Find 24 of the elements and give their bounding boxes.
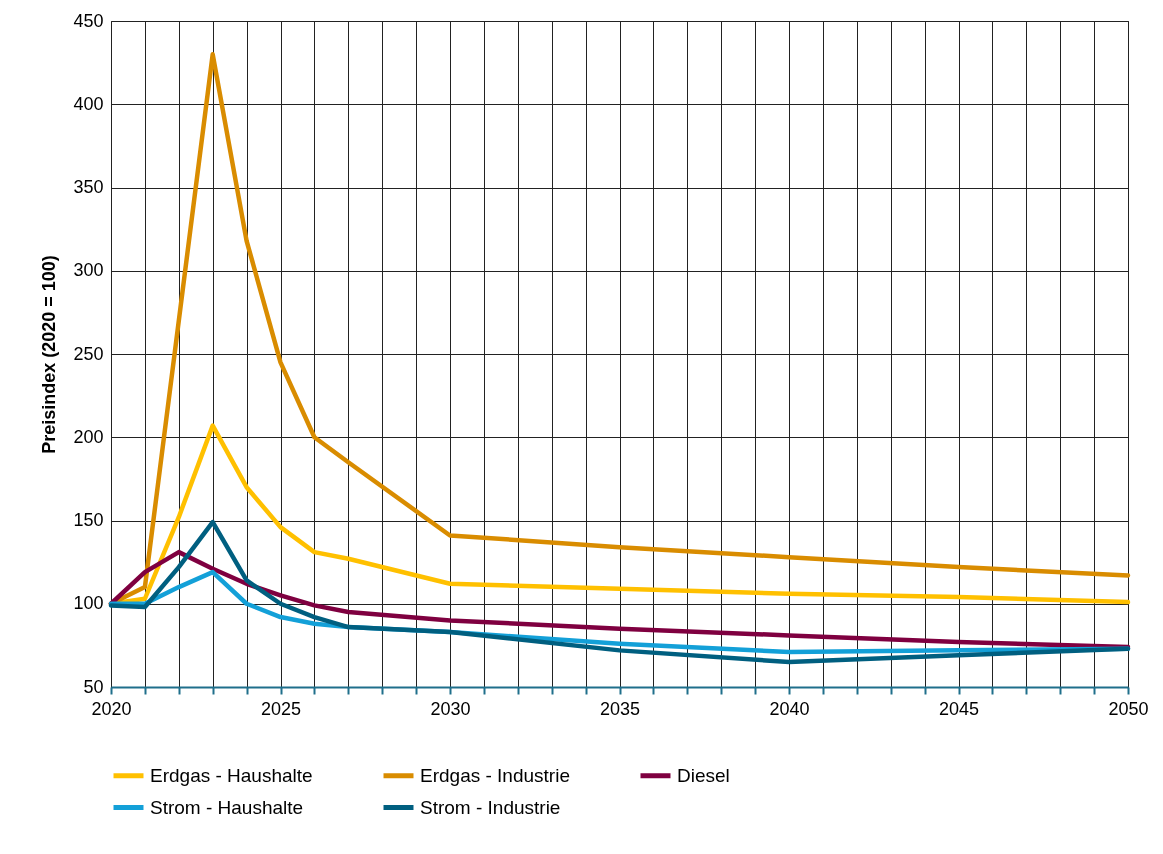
y-tick-label: 350 bbox=[73, 177, 104, 197]
y-tick-label: 400 bbox=[73, 93, 104, 114]
line-series bbox=[108, 519, 1131, 665]
legend-label: Strom - Haushalte bbox=[150, 796, 304, 818]
x-tick-label: 2035 bbox=[599, 698, 641, 719]
x-tick-label: 2040 bbox=[769, 698, 810, 719]
y-tick-label: 50 bbox=[83, 676, 104, 697]
legend-label: Diesel bbox=[677, 764, 730, 786]
x-tick-label: 2030 bbox=[430, 698, 471, 719]
y-axis-title: Preisindex (2020 = 100) bbox=[39, 255, 60, 454]
y-tick-label: 300 bbox=[73, 260, 104, 281]
x-tick-label: 2020 bbox=[91, 698, 132, 719]
y-tick-label: 200 bbox=[73, 426, 104, 447]
x-tick-label: 2050 bbox=[1108, 698, 1149, 719]
line-series bbox=[108, 549, 1131, 650]
y-tick-label: 450 bbox=[73, 10, 104, 31]
y-tick-label: 150 bbox=[73, 510, 104, 530]
legend-label: Erdgas - Haushalte bbox=[150, 764, 313, 786]
x-tick-label: 2045 bbox=[938, 698, 980, 719]
x-tick-label: 2025 bbox=[260, 698, 302, 719]
y-tick-label: 100 bbox=[73, 593, 104, 614]
legend-label: Strom - Industrie bbox=[420, 796, 561, 818]
legend-label: Erdgas - Industrie bbox=[420, 764, 570, 786]
y-tick-label: 250 bbox=[73, 343, 104, 364]
